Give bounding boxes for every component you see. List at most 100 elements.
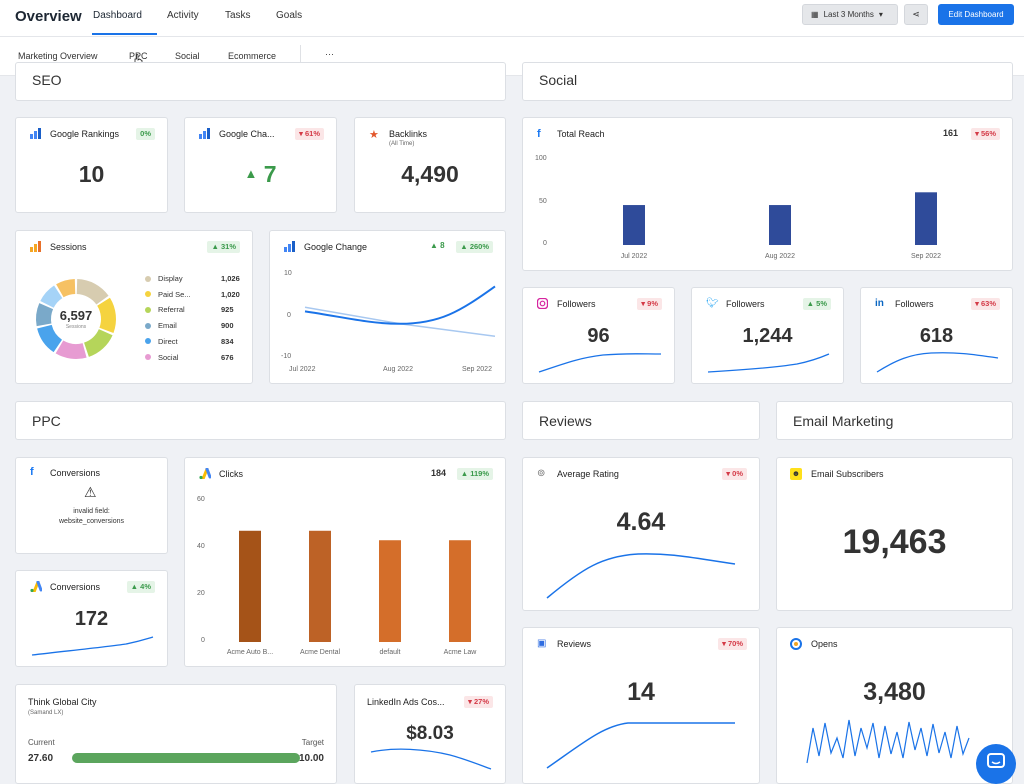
badge-value: 260% bbox=[469, 242, 489, 251]
mailchimp-icon: ☻ bbox=[790, 468, 802, 480]
tab-tasks[interactable]: Tasks bbox=[225, 10, 251, 21]
metric-value: 4.64 bbox=[616, 508, 666, 536]
metric-value: 3,480 bbox=[863, 678, 926, 706]
date-range-label: Last 3 Months bbox=[823, 10, 874, 19]
subtab-marketing-overview[interactable]: Marketing Overview bbox=[18, 51, 98, 61]
metric-value: 161 bbox=[943, 128, 959, 138]
metric-value: $8.03 bbox=[406, 723, 454, 744]
tab-dashboard[interactable]: Dashboard bbox=[93, 10, 142, 21]
reviews-card[interactable]: ▣ Reviews ▾ 70% 14 bbox=[522, 627, 760, 784]
twitter-followers-card[interactable]: 🐦︎ Followers ▲ 5% 1,244 bbox=[691, 287, 844, 384]
x-tick: Aug 2022 bbox=[383, 366, 413, 373]
linkedin-ads-cost-card[interactable]: LinkedIn Ads Cos... ▾ 27% $8.03 bbox=[354, 684, 506, 784]
google-ads-conversions-card[interactable]: Conversions ▲ 4% 172 bbox=[15, 570, 168, 667]
reach-bar bbox=[769, 205, 791, 245]
change-badge: ▲ 119% bbox=[456, 468, 493, 480]
reviews-icon: ▣ bbox=[537, 638, 547, 649]
edit-dashboard-button[interactable]: Edit Dashboard bbox=[938, 4, 1014, 25]
more-icon[interactable]: ··· bbox=[325, 49, 334, 59]
change-badge: ▾ 70% bbox=[718, 638, 747, 650]
section-social-title: Social bbox=[539, 72, 578, 88]
rating-icon: ⊚ bbox=[537, 468, 546, 479]
backlinks-card[interactable]: ★ Backlinks (All Time) 4,490 bbox=[354, 117, 506, 213]
donut-slice bbox=[56, 279, 76, 298]
goal-progress-card[interactable]: Think Global City (Samand LX) Current Ta… bbox=[15, 684, 337, 784]
change-badge: ▾ 61% bbox=[295, 128, 324, 140]
google-ads-icon bbox=[30, 581, 42, 592]
legend-value: 1,020 bbox=[221, 289, 240, 299]
sessions-card[interactable]: Sessions ▲ 31% 6,597 Sessions Display 1,0… bbox=[15, 230, 253, 384]
instagram-followers-card[interactable]: Followers ▾ 9% 96 bbox=[522, 287, 675, 384]
y-tick: 50 bbox=[539, 198, 547, 205]
google-change-chart-card[interactable]: Google Change ▲ 8 ▲ 260% 10 0 -10 Jul 20… bbox=[269, 230, 506, 384]
google-rankings-card[interactable]: Google Rankings 0% 10 bbox=[15, 117, 168, 213]
section-ppc: PPC bbox=[15, 401, 506, 440]
tab-activity[interactable]: Activity bbox=[167, 10, 199, 21]
linkedin-icon: in bbox=[875, 298, 884, 309]
tab-goals[interactable]: Goals bbox=[276, 10, 303, 21]
page-title: Overview bbox=[15, 8, 82, 25]
card-title: Google Cha... bbox=[219, 129, 275, 139]
caret-down-icon: ▾ bbox=[878, 10, 883, 19]
warning-icon: ⚠ bbox=[84, 484, 97, 500]
card-title: Reviews bbox=[557, 639, 592, 649]
donut-slice bbox=[84, 329, 113, 357]
metric-value: 96 bbox=[587, 325, 610, 347]
legend-swatch bbox=[145, 306, 151, 313]
top-bar: Overview Dashboard Activity Tasks Goals … bbox=[0, 0, 1024, 36]
email-subscribers-card[interactable]: ☻ Email Subscribers 19,463 bbox=[776, 457, 1013, 611]
clicks-bar bbox=[449, 540, 471, 642]
sparkline bbox=[707, 353, 830, 373]
donut-total-label: Sessions bbox=[65, 324, 87, 330]
x-tick: Jul 2022 bbox=[289, 366, 316, 373]
change-badge: ▾ 0% bbox=[722, 468, 747, 480]
campaign-icon bbox=[790, 638, 802, 650]
donut-slice bbox=[76, 279, 109, 305]
target-value: 10.00 bbox=[298, 753, 324, 764]
metric-value: 184 bbox=[431, 468, 447, 478]
y-tick: 40 bbox=[197, 543, 205, 550]
subtab-ecommerce[interactable]: Ecommerce bbox=[228, 51, 277, 61]
target-label: Target bbox=[301, 738, 324, 747]
bar-chart-icon bbox=[284, 241, 295, 252]
card-title: Google Change bbox=[304, 242, 368, 252]
sessions-donut-chart bbox=[36, 279, 116, 359]
x-tick: Sep 2022 bbox=[911, 253, 941, 260]
subtab-social[interactable]: Social bbox=[175, 51, 200, 61]
legend-label: Referral bbox=[158, 305, 185, 315]
badge-value: 0% bbox=[732, 469, 743, 478]
linkedin-followers-card[interactable]: in Followers ▾ 63% 618 bbox=[860, 287, 1013, 384]
opens-card[interactable]: Opens 3,480 bbox=[776, 627, 1013, 784]
date-range-button[interactable]: ▦ Last 3 Months ▾ bbox=[802, 4, 898, 25]
facebook-icon: f bbox=[30, 466, 34, 478]
donut-slice bbox=[55, 340, 87, 359]
metric-value: 172 bbox=[74, 608, 109, 630]
section-email-title: Email Marketing bbox=[793, 412, 894, 429]
total-reach-card[interactable]: f Total Reach 161 ▾ 56% 100 50 0 Jul 202… bbox=[522, 117, 1013, 271]
change-badge: ▾ 9% bbox=[637, 298, 662, 310]
share-button[interactable]: ⋖ bbox=[904, 4, 928, 25]
bar-chart-icon bbox=[30, 241, 41, 252]
x-tick: Acme Auto B... bbox=[227, 649, 273, 656]
legend-item: Referral 925 bbox=[145, 305, 234, 315]
average-rating-card[interactable]: ⊚ Average Rating ▾ 0% 4.64 bbox=[522, 457, 760, 611]
facebook-conversions-card[interactable]: f Conversions ⚠ invalid field: website_c… bbox=[15, 457, 168, 554]
legend-swatch bbox=[145, 338, 151, 345]
facebook-icon: f bbox=[537, 128, 541, 140]
bar-chart-icon bbox=[30, 128, 41, 139]
clicks-card[interactable]: Clicks 184 ▲ 119% 60 40 20 0 Acme Auto B… bbox=[184, 457, 506, 667]
legend-scrollbar[interactable] bbox=[252, 276, 253, 376]
chat-button[interactable] bbox=[976, 744, 1016, 784]
change-badge: ▾ 27% bbox=[464, 696, 493, 708]
section-email-marketing: Email Marketing bbox=[776, 401, 1013, 440]
sparkline bbox=[806, 719, 970, 764]
sparkline bbox=[31, 636, 154, 656]
google-change-card[interactable]: Google Cha... ▾ 61% ▲ 7 bbox=[184, 117, 337, 213]
section-reviews: Reviews bbox=[522, 401, 760, 440]
card-title: Followers bbox=[895, 299, 934, 309]
donut-slice bbox=[37, 324, 63, 353]
card-title: Conversions bbox=[50, 582, 101, 592]
y-tick: 0 bbox=[201, 637, 205, 644]
delta-value: ▲ 8 bbox=[430, 241, 445, 250]
badge-value: 56% bbox=[980, 129, 996, 138]
